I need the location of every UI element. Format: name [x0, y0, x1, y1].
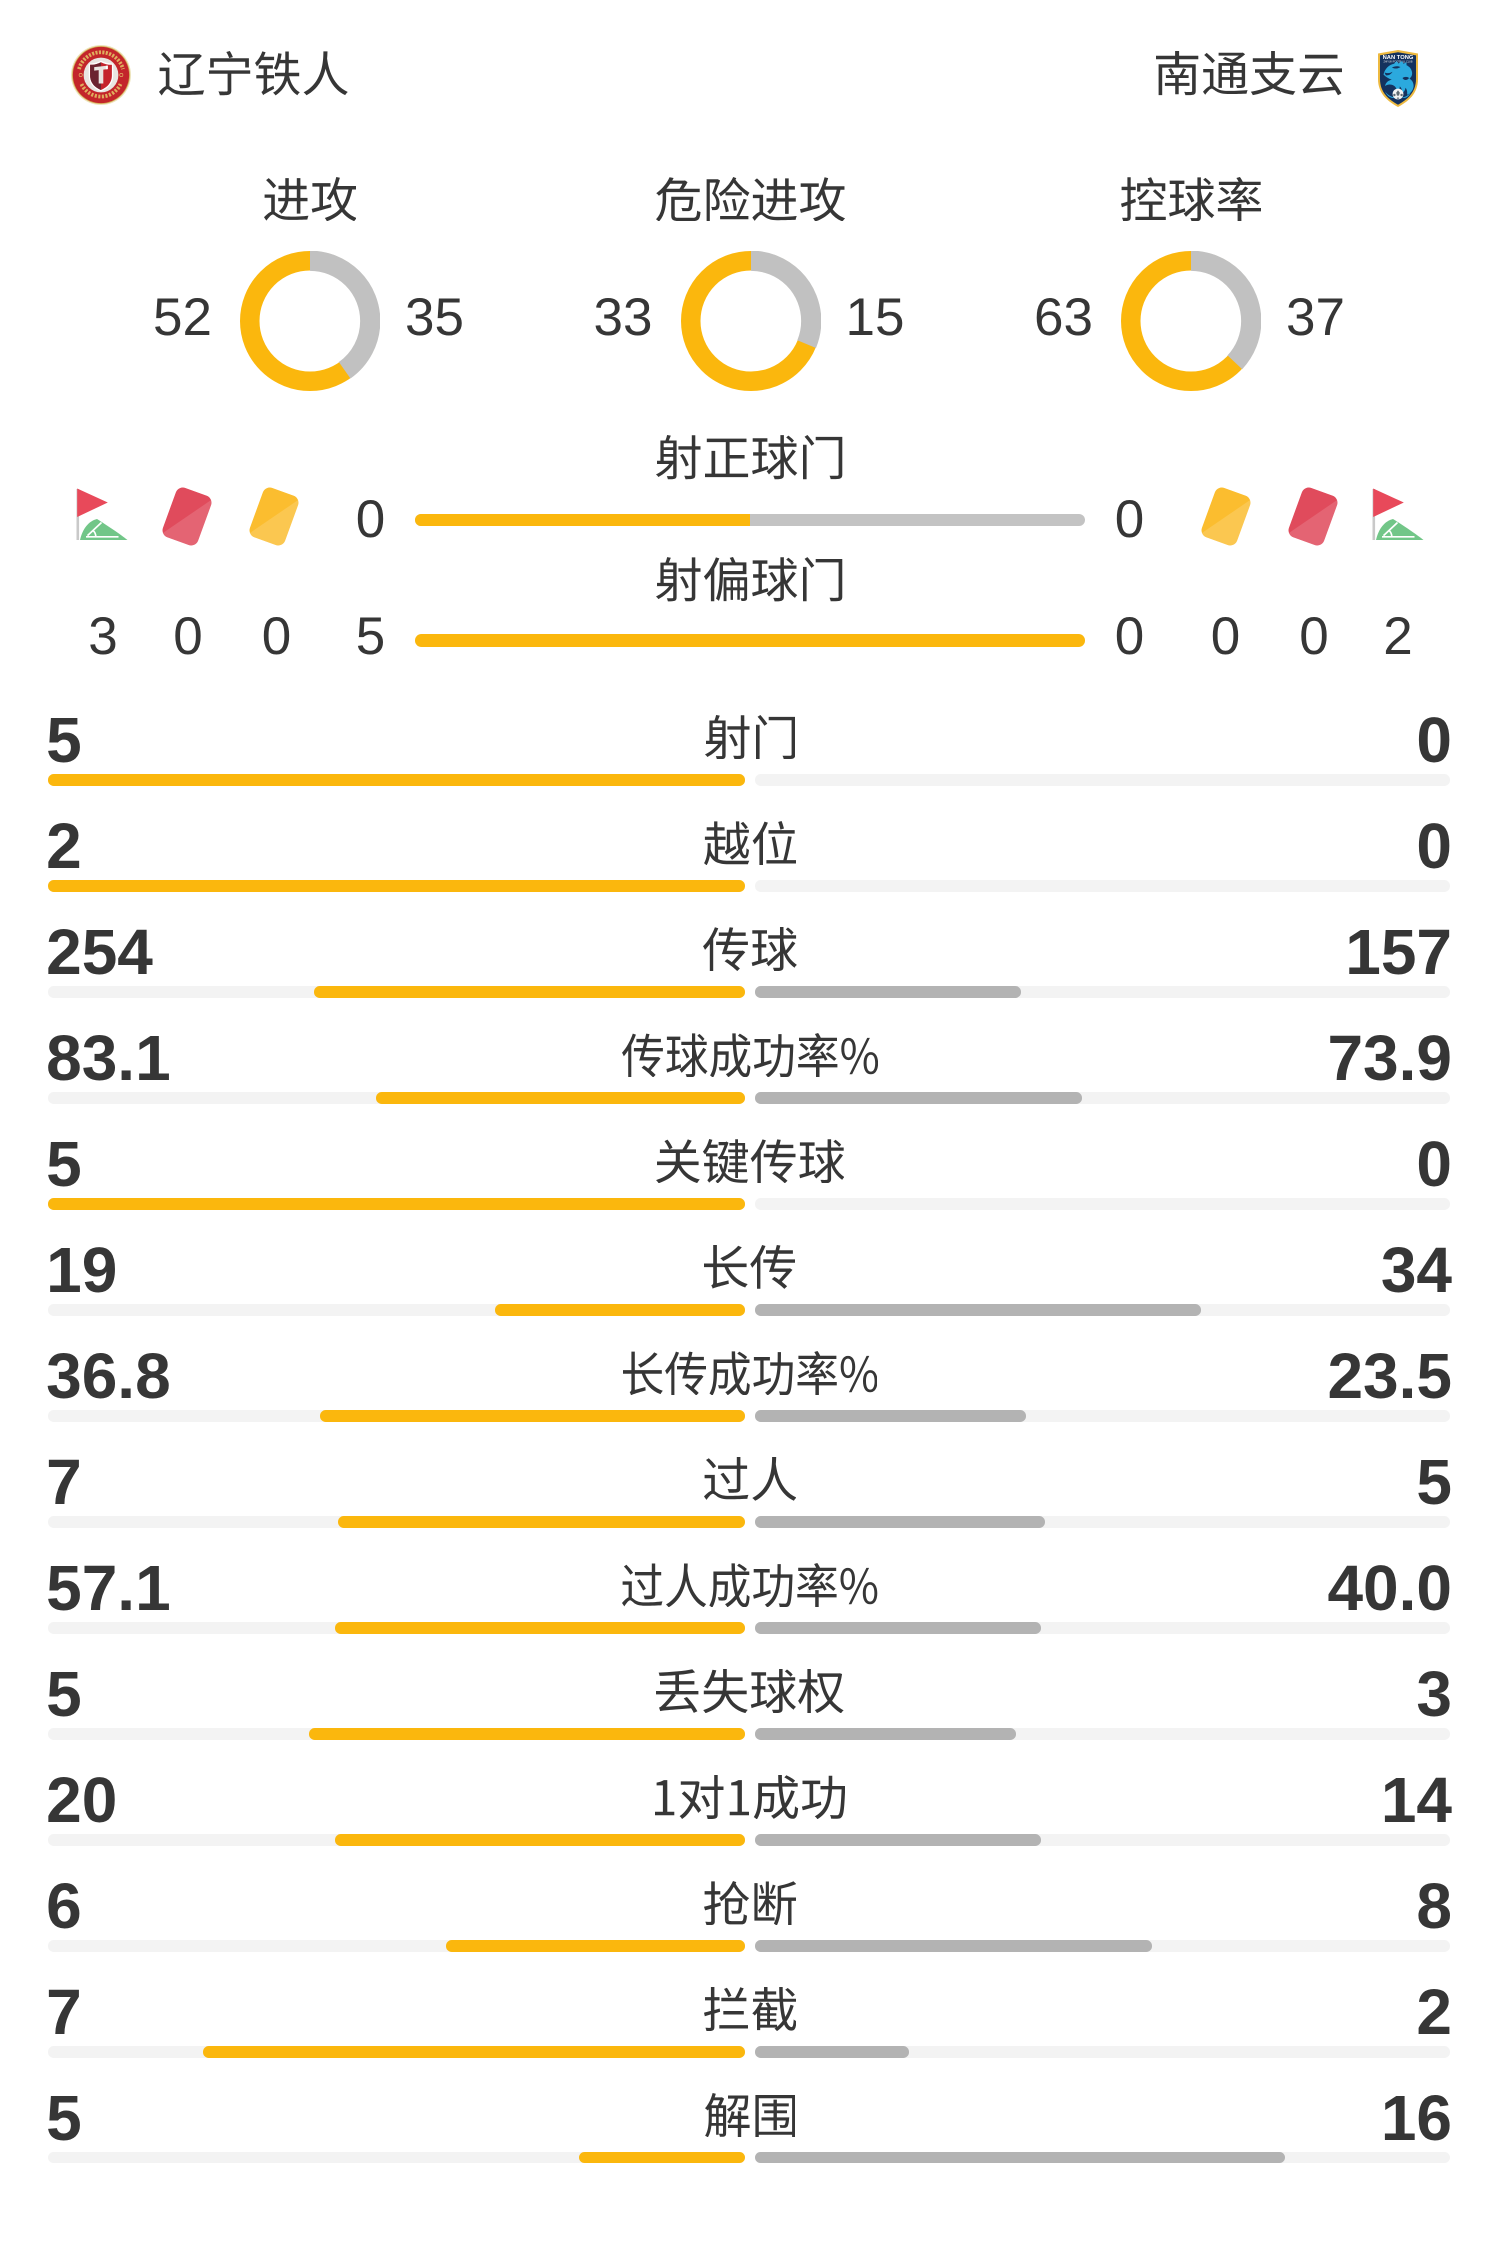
svg-text:ZHIYUN FOOTBALL CLUB: ZHIYUN FOOTBALL CLUB	[1383, 61, 1412, 64]
svg-text:NAN TONG: NAN TONG	[1383, 55, 1414, 61]
